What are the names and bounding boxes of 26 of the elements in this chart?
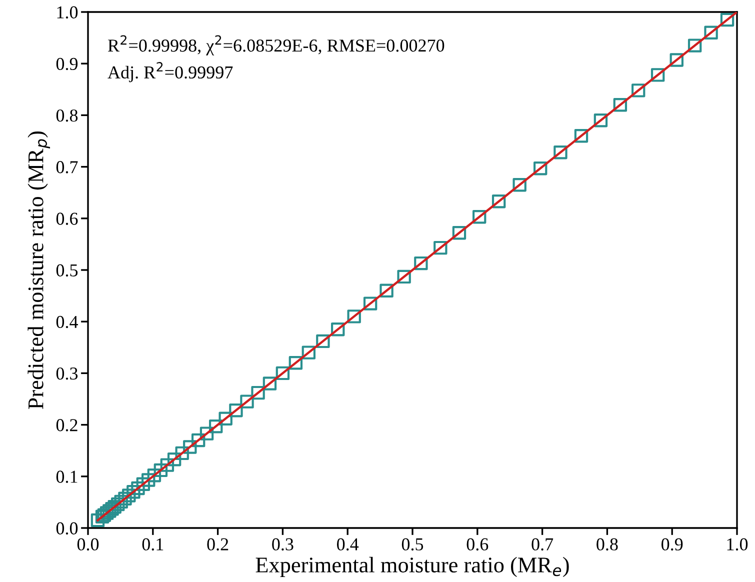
x-tick-label: 0.9 (662, 538, 683, 551)
x-tick-label: 1.0 (727, 538, 748, 551)
x-tick-label: 0.6 (466, 538, 488, 551)
annotation: Adj. R$^{2}$=0.99997 (108, 62, 233, 82)
y-tick-label: 0.2 (56, 419, 78, 432)
annotation: R$^{2}$=0.99998, χ$^{2}$=6.08529E-6, RMSE=0.00270 (108, 35, 444, 56)
y-tick-label: 0.7 (56, 161, 78, 174)
x-axis-title: Experimental moisture ratio (MR$_{e}$) (256, 556, 569, 578)
y-tick-label: 0.6 (56, 212, 78, 225)
y-tick-label: 0.3 (56, 367, 78, 380)
x-tick-label: 0.0 (77, 538, 99, 551)
x-tick-label: 0.2 (207, 538, 228, 551)
y-axis-title: Predicted moisture ratio (MR$_{p}$) (28, 131, 50, 410)
y-tick-label: 1.0 (57, 6, 78, 19)
x-tick-label: 0.4 (337, 538, 359, 551)
x-tick-label: 0.8 (596, 538, 618, 551)
x-tick-label: 0.3 (272, 538, 294, 551)
x-tick-label: 0.5 (402, 538, 424, 551)
x-tick-label: 0.7 (532, 538, 554, 551)
y-tick-label: 0.8 (56, 109, 78, 122)
x-tick-label: 0.1 (142, 538, 164, 551)
y-tick-label: 0.0 (56, 522, 78, 535)
y-tick-label: 0.9 (56, 58, 78, 70)
y-tick-label: 0.1 (56, 470, 78, 483)
y-tick-label: 0.4 (56, 316, 78, 328)
y-tick-label: 0.5 (56, 264, 78, 277)
